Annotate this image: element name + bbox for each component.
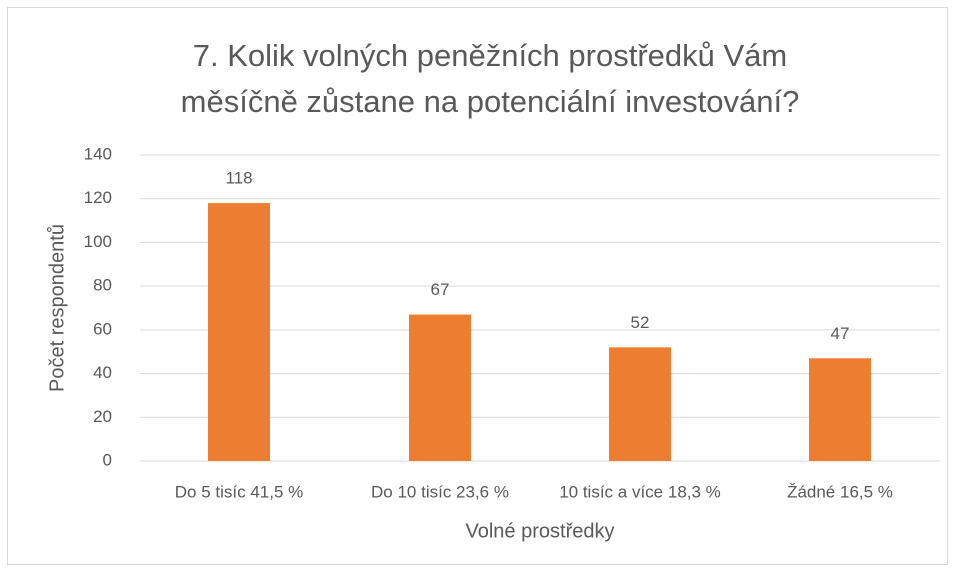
chart-title: měsíčně zůstane na potenciální investová… xyxy=(181,84,800,119)
x-tick-label: Žádné 16,5 % xyxy=(787,482,893,501)
y-tick-label: 100 xyxy=(84,232,112,251)
x-tick-label: Do 5 tisíc 41,5 % xyxy=(175,482,304,501)
data-label: 118 xyxy=(225,169,252,188)
y-tick-label: 60 xyxy=(93,319,112,338)
data-label: 67 xyxy=(431,280,450,299)
data-label: 52 xyxy=(631,313,650,332)
y-tick-label: 140 xyxy=(84,144,112,163)
y-tick-label: 0 xyxy=(103,450,112,469)
y-tick-label: 80 xyxy=(93,276,112,295)
chart-title: 7. Kolik volných peněžních prostředků Vá… xyxy=(193,38,787,73)
y-axis-title: Počet respondentů xyxy=(46,224,68,392)
data-label: 47 xyxy=(831,324,850,343)
x-tick-label: Do 10 tisíc 23,6 % xyxy=(371,482,509,501)
y-tick-label: 20 xyxy=(93,407,112,426)
x-tick-label: 10 tisíc a více 18,3 % xyxy=(559,482,721,501)
y-tick-label: 40 xyxy=(93,363,112,382)
bar xyxy=(609,347,671,461)
bar xyxy=(409,314,471,461)
bar xyxy=(208,203,270,462)
bar xyxy=(809,358,871,461)
y-tick-label: 120 xyxy=(84,188,112,207)
x-axis-title: Volné prostředky xyxy=(466,520,615,542)
